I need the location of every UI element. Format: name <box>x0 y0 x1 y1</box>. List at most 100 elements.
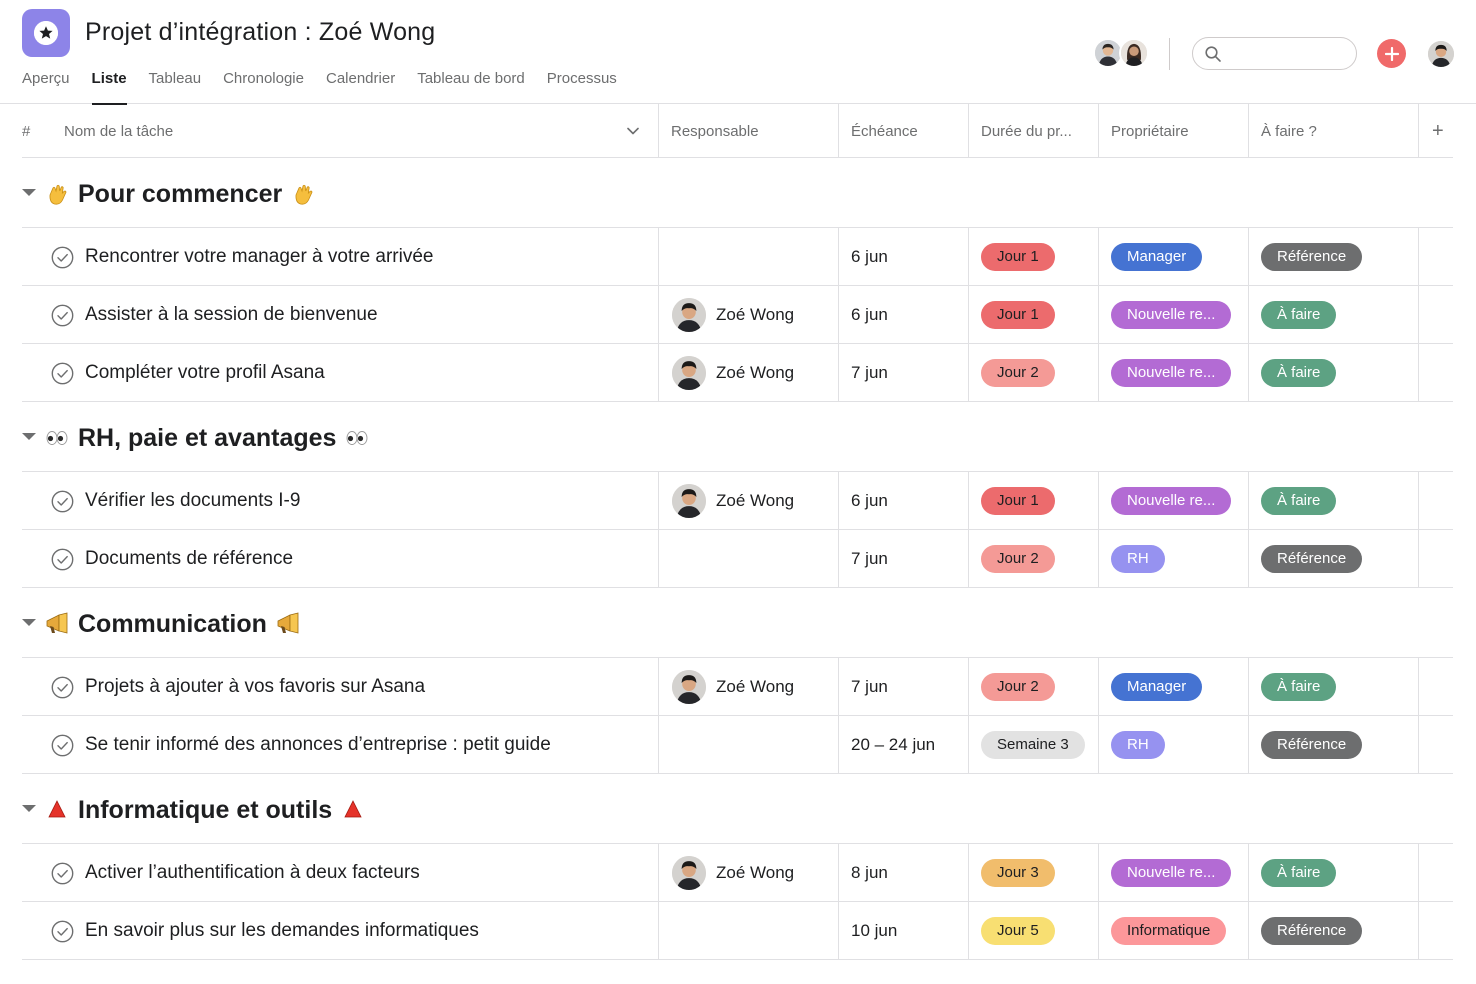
task-row[interactable]: Documents de référence 7 jun Jour 2 RH R… <box>22 530 1453 588</box>
user-avatar[interactable] <box>1426 39 1456 69</box>
due-date[interactable]: 6 jun <box>851 247 888 266</box>
due-date[interactable]: 8 jun <box>851 863 888 882</box>
duration-badge[interactable]: Semaine 3 <box>981 731 1085 759</box>
duration-badge[interactable]: Jour 2 <box>981 545 1055 573</box>
owner-badge[interactable]: RH <box>1111 545 1165 573</box>
task-row[interactable]: Projets à ajouter à vos favoris sur Asan… <box>22 658 1453 716</box>
task-row[interactable]: Compléter votre profil Asana Zoé Wong 7 … <box>22 344 1453 402</box>
due-date[interactable]: 6 jun <box>851 305 888 324</box>
tab-apercu[interactable]: Aperçu <box>22 70 70 87</box>
complete-check-icon[interactable] <box>51 920 74 943</box>
owner-badge[interactable]: Informatique <box>1111 917 1227 945</box>
project-members[interactable] <box>1093 38 1153 70</box>
assignee[interactable]: Zoé Wong <box>672 356 794 390</box>
column-due-date[interactable]: Échéance <box>851 122 918 140</box>
column-assignee[interactable]: Responsable <box>671 122 759 140</box>
duration-badge[interactable]: Jour 2 <box>981 359 1055 387</box>
todo-badge[interactable]: Référence <box>1261 545 1363 573</box>
due-date[interactable]: 10 jun <box>851 921 898 940</box>
collapse-caret-icon[interactable] <box>22 189 36 196</box>
todo-badge[interactable]: À faire <box>1261 859 1337 887</box>
section-title[interactable]: Communication <box>44 608 301 640</box>
due-date[interactable]: 7 jun <box>851 363 888 382</box>
task-name[interactable]: Rencontrer votre manager à votre arrivée <box>85 246 434 267</box>
search-input[interactable] <box>1227 42 1347 66</box>
assignee[interactable]: Zoé Wong <box>672 484 794 518</box>
owner-badge[interactable]: Nouvelle re... <box>1111 487 1232 515</box>
section-title[interactable]: Informatique et outils <box>44 794 366 826</box>
add-button[interactable] <box>1377 39 1406 68</box>
due-date[interactable]: 7 jun <box>851 549 888 568</box>
task-row[interactable]: En savoir plus sur les demandes informat… <box>22 902 1453 960</box>
task-name[interactable]: Vérifier les documents I-9 <box>85 490 301 511</box>
complete-check-icon[interactable] <box>51 246 74 269</box>
assignee[interactable]: Zoé Wong <box>672 856 794 890</box>
owner-badge[interactable]: RH <box>1111 731 1165 759</box>
search-box[interactable] <box>1192 37 1357 70</box>
duration-badge[interactable]: Jour 2 <box>981 673 1055 701</box>
complete-check-icon[interactable] <box>51 490 74 513</box>
collapse-caret-icon[interactable] <box>22 433 36 440</box>
owner-badge[interactable]: Nouvelle re... <box>1111 359 1232 387</box>
duration-badge[interactable]: Jour 1 <box>981 487 1055 515</box>
search-icon <box>1204 45 1222 63</box>
complete-check-icon[interactable] <box>51 734 74 757</box>
todo-badge[interactable]: Référence <box>1261 731 1363 759</box>
complete-check-icon[interactable] <box>51 548 74 571</box>
task-name[interactable]: Activer l’authentification à deux facteu… <box>85 862 420 883</box>
assignee[interactable]: Zoé Wong <box>672 670 794 704</box>
todo-badge[interactable]: À faire <box>1261 359 1337 387</box>
task-name[interactable]: Se tenir informé des annonces d’entrepri… <box>85 734 551 755</box>
tab-liste[interactable]: Liste <box>91 70 127 105</box>
collapse-caret-icon[interactable] <box>22 619 36 626</box>
task-row[interactable]: Assister à la session de bienvenue Zoé W… <box>22 286 1453 344</box>
task-row[interactable]: Activer l’authentification à deux facteu… <box>22 844 1453 902</box>
due-date[interactable]: 7 jun <box>851 677 888 696</box>
task-name[interactable]: Documents de référence <box>85 548 294 569</box>
task-row[interactable]: Se tenir informé des annonces d’entrepri… <box>22 716 1453 774</box>
task-name[interactable]: Compléter votre profil Asana <box>85 362 325 383</box>
duration-badge[interactable]: Jour 3 <box>981 859 1055 887</box>
complete-check-icon[interactable] <box>51 862 74 885</box>
task-name[interactable]: Projets à ajouter à vos favoris sur Asan… <box>85 676 426 697</box>
waving-hand-icon <box>290 181 316 207</box>
tab-tableau-de-bord[interactable]: Tableau de bord <box>417 70 525 87</box>
section-title[interactable]: Pour commencer <box>44 178 316 210</box>
owner-badge[interactable]: Manager <box>1111 673 1203 701</box>
complete-check-icon[interactable] <box>51 362 74 385</box>
collapse-caret-icon[interactable] <box>22 805 36 812</box>
column-task-name[interactable]: Nom de la tâche <box>64 122 174 140</box>
section-title[interactable]: RH, paie et avantages <box>44 422 370 454</box>
project-icon[interactable] <box>22 9 70 57</box>
add-column-button[interactable]: + <box>1432 119 1444 142</box>
todo-badge[interactable]: À faire <box>1261 487 1337 515</box>
chevron-down-icon[interactable] <box>627 104 639 158</box>
duration-badge[interactable]: Jour 1 <box>981 301 1055 329</box>
owner-badge[interactable]: Nouvelle re... <box>1111 301 1232 329</box>
tab-processus[interactable]: Processus <box>546 70 617 87</box>
task-name[interactable]: Assister à la session de bienvenue <box>85 304 378 325</box>
complete-check-icon[interactable] <box>51 676 74 699</box>
tab-chronologie[interactable]: Chronologie <box>223 70 304 87</box>
task-row[interactable]: Rencontrer votre manager à votre arrivée… <box>22 228 1453 286</box>
due-date[interactable]: 20 – 24 jun <box>851 735 936 754</box>
assignee[interactable]: Zoé Wong <box>672 298 794 332</box>
column-todo[interactable]: À faire ? <box>1261 122 1317 140</box>
todo-badge[interactable]: À faire <box>1261 301 1337 329</box>
column-owner[interactable]: Propriétaire <box>1111 122 1189 140</box>
owner-badge[interactable]: Manager <box>1111 243 1203 271</box>
column-number: # <box>22 122 31 140</box>
task-name[interactable]: En savoir plus sur les demandes informat… <box>85 920 479 941</box>
tab-tableau[interactable]: Tableau <box>148 70 202 87</box>
duration-badge[interactable]: Jour 5 <box>981 917 1055 945</box>
column-duration[interactable]: Durée du pr... <box>981 122 1072 140</box>
task-row[interactable]: Vérifier les documents I-9 Zoé Wong 6 ju… <box>22 472 1453 530</box>
todo-badge[interactable]: À faire <box>1261 673 1337 701</box>
due-date[interactable]: 6 jun <box>851 491 888 510</box>
tab-calendrier[interactable]: Calendrier <box>325 70 396 87</box>
duration-badge[interactable]: Jour 1 <box>981 243 1055 271</box>
todo-badge[interactable]: Référence <box>1261 243 1363 271</box>
todo-badge[interactable]: Référence <box>1261 917 1363 945</box>
complete-check-icon[interactable] <box>51 304 74 327</box>
owner-badge[interactable]: Nouvelle re... <box>1111 859 1232 887</box>
